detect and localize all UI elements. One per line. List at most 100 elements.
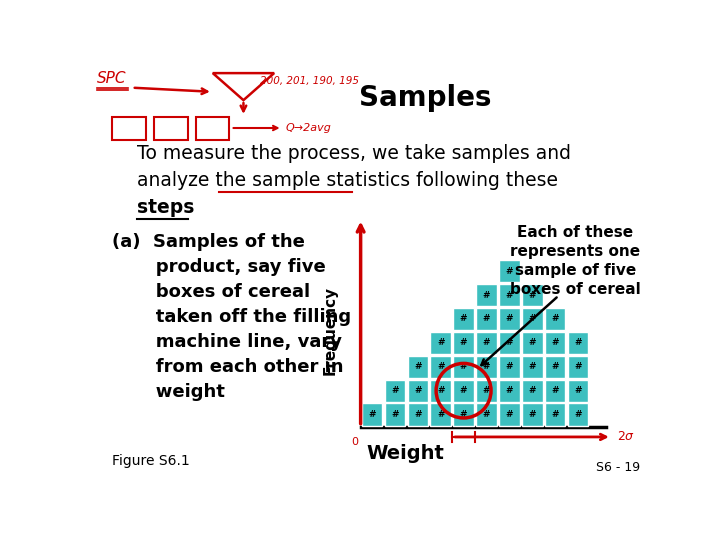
Text: #: # (460, 339, 467, 347)
Bar (522, 403, 543, 426)
Text: #: # (528, 362, 536, 372)
Bar (408, 356, 428, 378)
Bar (454, 403, 474, 426)
Bar (431, 380, 451, 402)
Bar (545, 308, 565, 330)
Text: #: # (528, 291, 536, 300)
Text: 200, 201, 190, 195: 200, 201, 190, 195 (260, 77, 359, 86)
Text: #: # (437, 362, 444, 372)
Text: #: # (460, 362, 467, 372)
Bar (545, 380, 565, 402)
Bar (476, 380, 497, 402)
Text: #: # (391, 386, 399, 395)
Text: #: # (575, 386, 582, 395)
Bar (454, 308, 474, 330)
Bar (522, 332, 543, 354)
Text: #: # (437, 410, 444, 419)
Bar (476, 332, 497, 354)
Text: #: # (528, 339, 536, 347)
Bar (476, 308, 497, 330)
Bar (522, 380, 543, 402)
Bar (499, 284, 520, 306)
Text: Figure S6.1: Figure S6.1 (112, 454, 190, 468)
Text: #: # (552, 362, 559, 372)
Bar (431, 356, 451, 378)
Bar (499, 308, 520, 330)
Text: #: # (369, 410, 376, 419)
Bar (476, 284, 497, 306)
Text: #: # (505, 386, 513, 395)
Bar (567, 380, 588, 402)
Text: #: # (575, 410, 582, 419)
Text: #: # (391, 410, 399, 419)
Bar (499, 332, 520, 354)
Text: #: # (552, 386, 559, 395)
Bar (522, 308, 543, 330)
Text: #: # (482, 314, 490, 323)
Text: #: # (505, 291, 513, 300)
Text: Q→2avg: Q→2avg (285, 123, 331, 133)
Text: #: # (482, 386, 490, 395)
Bar (431, 403, 451, 426)
Text: #: # (505, 339, 513, 347)
Bar (522, 284, 543, 306)
Text: #: # (460, 314, 467, 323)
Text: #: # (482, 410, 490, 419)
Bar (112, 117, 145, 140)
Text: #: # (482, 291, 490, 300)
Text: #: # (437, 386, 444, 395)
Text: #: # (575, 362, 582, 372)
Text: #: # (437, 339, 444, 347)
Text: #: # (505, 362, 513, 372)
Bar (384, 403, 405, 426)
Bar (454, 356, 474, 378)
Text: #: # (414, 410, 422, 419)
Bar (499, 260, 520, 282)
Bar (545, 332, 565, 354)
Text: Weight: Weight (366, 444, 444, 463)
Text: #: # (528, 314, 536, 323)
Bar (567, 332, 588, 354)
Text: #: # (505, 410, 513, 419)
Text: #: # (552, 339, 559, 347)
Bar (545, 403, 565, 426)
Bar (499, 403, 520, 426)
Text: Each of these
represents one
sample of five
boxes of cereal: Each of these represents one sample of f… (510, 225, 641, 298)
Text: $2\sigma$: $2\sigma$ (617, 430, 636, 443)
Text: (a)  Samples of the
       product, say five
       boxes of cereal
       taken: (a) Samples of the product, say five box… (112, 233, 351, 401)
Bar (196, 117, 230, 140)
Text: #: # (505, 267, 513, 275)
Text: #: # (482, 339, 490, 347)
Text: S6 - 19: S6 - 19 (595, 461, 639, 474)
Text: #: # (414, 362, 422, 372)
Text: #: # (575, 339, 582, 347)
Text: #: # (505, 314, 513, 323)
Text: #: # (482, 362, 490, 372)
Text: analyze the sample statistics following these: analyze the sample statistics following … (138, 171, 559, 190)
Text: #: # (414, 386, 422, 395)
Bar (408, 380, 428, 402)
Text: #: # (460, 410, 467, 419)
Bar (499, 356, 520, 378)
Text: steps: steps (138, 198, 195, 217)
Text: Frequency: Frequency (323, 286, 338, 375)
Text: #: # (552, 314, 559, 323)
Text: #: # (528, 386, 536, 395)
Text: #: # (552, 410, 559, 419)
Bar (454, 380, 474, 402)
Text: Samples: Samples (359, 84, 491, 112)
Bar (476, 356, 497, 378)
Text: 0: 0 (351, 437, 359, 447)
Text: #: # (460, 386, 467, 395)
Text: To measure the process, we take samples and: To measure the process, we take samples … (138, 144, 572, 163)
Bar (545, 356, 565, 378)
Bar (567, 356, 588, 378)
Bar (476, 403, 497, 426)
Bar (567, 403, 588, 426)
Bar (384, 380, 405, 402)
Bar (499, 380, 520, 402)
Bar (431, 332, 451, 354)
Bar (522, 356, 543, 378)
Bar (408, 403, 428, 426)
Bar (154, 117, 188, 140)
